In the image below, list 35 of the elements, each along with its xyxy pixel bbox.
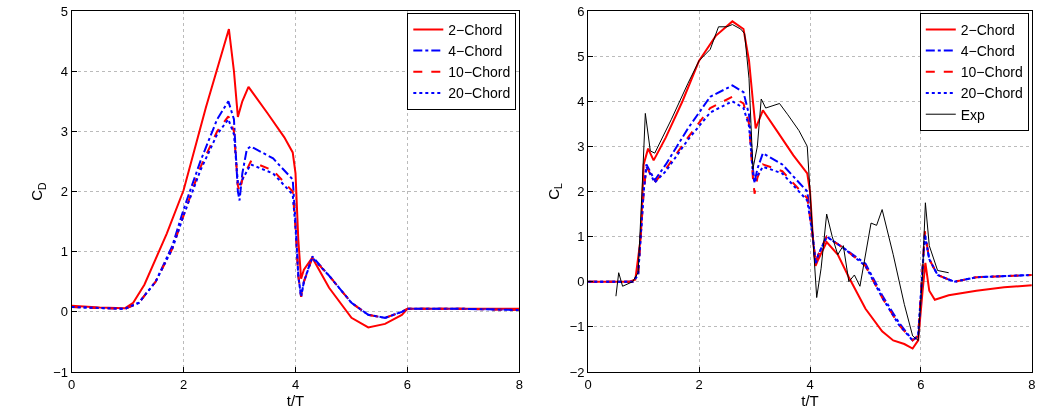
legend-label: Exp [960, 106, 986, 123]
y-tick-label: −1 [53, 364, 69, 380]
legend-label: 2−Chord [960, 21, 1015, 38]
x-tick-label: 8 [515, 376, 524, 392]
y-tick-label: 2 [577, 184, 585, 200]
y-tick-label: 3 [60, 123, 69, 139]
x-tick-label: 4 [291, 376, 300, 392]
y-tick-label: 0 [60, 304, 69, 320]
x-tick-label: 2 [179, 376, 188, 392]
y-tick-label: −2 [569, 364, 585, 380]
x-tick-label: 6 [917, 376, 925, 392]
legend-label: 20−Chord [960, 85, 1023, 102]
x-tick-label: 4 [806, 376, 814, 392]
y-tick-label: 1 [60, 244, 69, 260]
y-tick-label: 0 [577, 274, 585, 290]
y-tick-label: 4 [577, 93, 585, 109]
y-tick-label: 4 [60, 63, 69, 79]
y-tick-label: 2 [60, 184, 69, 200]
y-tick-label: 6 [577, 3, 585, 19]
legend-label: 2−Chord [448, 21, 503, 38]
legend-label: 4−Chord [448, 43, 503, 60]
x-axis-title: t/T [801, 391, 819, 409]
legend-label: 20−Chord [448, 85, 511, 102]
legend-label: 10−Chord [960, 64, 1023, 81]
legend-label: 10−Chord [448, 64, 511, 81]
x-tick-label: 8 [1028, 376, 1036, 392]
y-tick-label: 5 [60, 3, 69, 19]
x-tick-label: 2 [695, 376, 703, 392]
x-axis-title: t/T [286, 391, 305, 409]
y-tick-label: 5 [577, 48, 585, 64]
x-tick-label: 6 [403, 376, 412, 392]
y-tick-label: 3 [577, 138, 585, 154]
y-tick-label: −1 [569, 319, 585, 335]
y-tick-label: 1 [577, 229, 585, 245]
legend-label: 4−Chord [960, 43, 1015, 60]
